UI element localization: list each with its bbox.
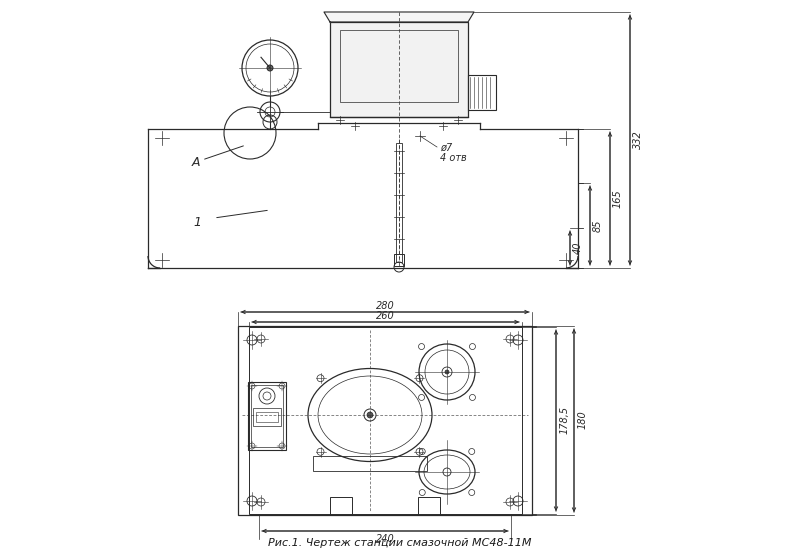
- Text: Рис.1. Чертеж станции смазочной МС48-11М: Рис.1. Чертеж станции смазочной МС48-11М: [268, 538, 532, 548]
- Text: 178,5: 178,5: [560, 406, 570, 434]
- Bar: [313, 456, 427, 471]
- Bar: [330, 497, 352, 515]
- Text: 180: 180: [578, 411, 588, 429]
- Bar: [253, 408, 281, 426]
- Text: 40: 40: [573, 242, 583, 254]
- Circle shape: [267, 65, 273, 71]
- Text: 85: 85: [593, 219, 603, 232]
- Text: А: А: [192, 155, 201, 169]
- Bar: [251, 385, 283, 447]
- Bar: [248, 382, 286, 450]
- Circle shape: [445, 370, 449, 374]
- Bar: [238, 326, 532, 515]
- Bar: [468, 75, 496, 110]
- Text: 165: 165: [613, 189, 623, 208]
- Bar: [330, 22, 468, 117]
- Bar: [249, 327, 522, 514]
- Text: 1: 1: [193, 216, 201, 228]
- Text: 332: 332: [633, 131, 643, 149]
- Circle shape: [367, 412, 373, 418]
- Text: 280: 280: [376, 301, 394, 311]
- Bar: [256, 412, 278, 422]
- Bar: [340, 30, 458, 102]
- Text: 260: 260: [376, 311, 394, 321]
- Text: 4 отв: 4 отв: [440, 153, 466, 163]
- Text: ø7: ø7: [440, 143, 452, 153]
- Bar: [394, 254, 404, 266]
- Bar: [418, 497, 440, 515]
- Polygon shape: [324, 12, 474, 22]
- Bar: [396, 143, 402, 262]
- Text: 240: 240: [376, 534, 394, 544]
